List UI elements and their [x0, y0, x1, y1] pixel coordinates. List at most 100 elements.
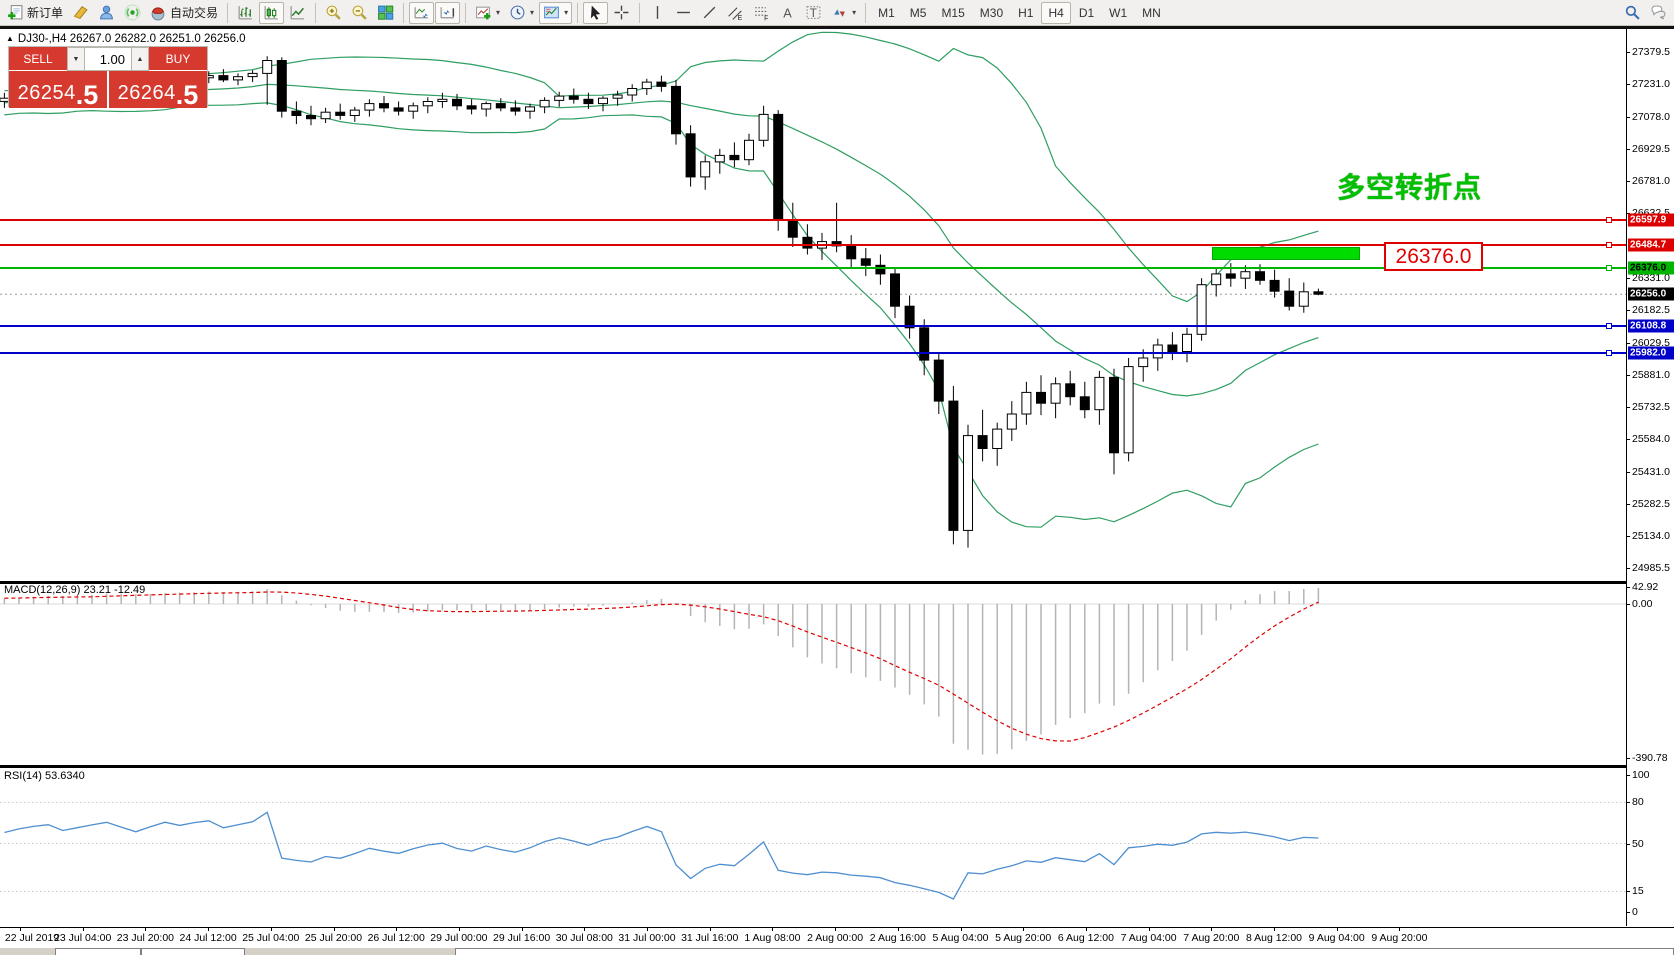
new-order-label: 新订单: [27, 6, 64, 20]
timeframe-m30[interactable]: M30: [979, 5, 1004, 20]
time-tick: [458, 928, 460, 931]
chart-shift-icon: [440, 7, 455, 19]
time-tick: [1148, 928, 1150, 931]
timeframe-m15[interactable]: M15: [941, 5, 965, 20]
panel-splitter-rsi[interactable]: [0, 765, 1674, 768]
chart-shift-button[interactable]: [435, 1, 461, 24]
macd-axis-label: 42.92: [1627, 581, 1658, 593]
volume-decrease-button[interactable]: ▼: [67, 47, 85, 71]
hline-26597.9[interactable]: [0, 217, 1626, 223]
volume-increase-button[interactable]: ▲: [131, 47, 149, 71]
time-tick: [1336, 928, 1338, 931]
timeframe-w1[interactable]: W1: [1109, 5, 1128, 20]
timeframe-h4[interactable]: H4: [1041, 1, 1071, 24]
fibonacci-button[interactable]: F: [749, 2, 774, 24]
text-label-button[interactable]: T: [801, 2, 826, 24]
crosshair-button[interactable]: [609, 2, 634, 24]
autoscroll-button[interactable]: [409, 1, 435, 24]
collapse-triangle-icon[interactable]: ▲: [6, 34, 14, 43]
toolbar-separator: [577, 2, 579, 23]
buy-price-frac: .5: [175, 80, 199, 110]
templates-button[interactable]: ▾: [539, 1, 573, 24]
rsi-axis-label: 50: [1627, 838, 1644, 850]
macd-canvas[interactable]: [0, 584, 1626, 765]
periods-button[interactable]: ▾: [505, 2, 538, 24]
rsi-axis-label: 15: [1627, 885, 1644, 897]
window-tab[interactable]: [455, 948, 1674, 955]
zoom-in-button[interactable]: [321, 2, 346, 24]
svg-text:F: F: [764, 15, 768, 21]
price-tick: 25881.0: [1627, 369, 1670, 381]
vertical-line-button[interactable]: [645, 2, 670, 24]
price-tick: 27231.0: [1627, 78, 1670, 90]
metaeditor-button[interactable]: [68, 2, 93, 24]
symbol-ohlc-line: ▲ DJ30-,H4 26267.0 26282.0 26251.0 26256.…: [6, 33, 246, 45]
community-button[interactable]: [94, 2, 119, 24]
tile-windows-button[interactable]: [373, 2, 398, 24]
turning-point-annotation[interactable]: 多空转折点: [1337, 172, 1483, 203]
timeframe-mn[interactable]: MN: [1142, 5, 1161, 20]
line-chart-button[interactable]: [285, 2, 310, 24]
zoom-out-icon: [352, 5, 367, 20]
price-tick: 24985.5: [1627, 562, 1670, 574]
candlestick-button[interactable]: [259, 1, 285, 24]
price-callout-box[interactable]: 26376.0: [1384, 242, 1483, 271]
search-button[interactable]: [1620, 2, 1645, 24]
timeframe-h1[interactable]: H1: [1018, 5, 1034, 20]
rsi-axis-label: 100: [1627, 769, 1650, 781]
sell-price[interactable]: 26254.5: [9, 71, 107, 109]
text-label-icon: T: [806, 6, 821, 20]
hline-handle[interactable]: [1606, 217, 1612, 223]
dropdown-caret: ▾: [564, 8, 569, 17]
hline-26108.8[interactable]: [0, 323, 1626, 329]
text-button[interactable]: A: [775, 2, 800, 24]
hline-handle[interactable]: [1606, 323, 1612, 329]
bar-chart-button[interactable]: [233, 2, 258, 24]
signals-button[interactable]: [120, 2, 145, 24]
trendline-icon: [703, 6, 716, 19]
macd-axis-label: -390.78: [1627, 752, 1668, 764]
buy-button[interactable]: BUY: [149, 47, 207, 71]
hline-26484.7[interactable]: [0, 242, 1626, 248]
volume-input[interactable]: 1.00: [85, 47, 131, 71]
equidistant-channel-button[interactable]: E: [723, 2, 748, 24]
sell-button[interactable]: SELL: [9, 47, 67, 71]
horizontal-line-button[interactable]: [671, 2, 696, 24]
hline-handle[interactable]: [1606, 350, 1612, 356]
chat-icon: [1651, 5, 1666, 20]
hline-25982.0[interactable]: [0, 350, 1626, 356]
chat-button[interactable]: [1646, 2, 1671, 24]
arrows-button[interactable]: ▾: [827, 2, 860, 24]
time-label: 31 Jul 16:00: [681, 932, 739, 944]
hline-handle[interactable]: [1606, 265, 1612, 271]
dropdown-caret: ▾: [496, 8, 501, 17]
toolbar-separator: [403, 2, 405, 23]
chart-background: [0, 29, 1674, 948]
resistance-zone-rect[interactable]: [1212, 247, 1360, 260]
time-label: 5 Aug 04:00: [932, 932, 989, 944]
new-order-button[interactable]: 新订单: [3, 2, 67, 24]
window-tab[interactable]: [141, 948, 245, 955]
buy-price[interactable]: 26264.5: [109, 71, 207, 110]
price-tick: 26781.0: [1627, 175, 1670, 187]
autotrading-button[interactable]: 自动交易: [146, 2, 222, 24]
text-icon: A: [783, 5, 792, 20]
macd-axis-label: 0.00: [1627, 598, 1652, 610]
timeframe-m5[interactable]: M5: [909, 5, 927, 20]
timeframe-d1[interactable]: D1: [1078, 5, 1095, 20]
hline-26376.0[interactable]: [0, 265, 1626, 271]
zoom-out-button[interactable]: [347, 2, 372, 24]
panel-splitter-macd[interactable]: [0, 581, 1674, 584]
window-tab[interactable]: [55, 948, 141, 955]
rsi-canvas[interactable]: [0, 768, 1626, 927]
hline-handle[interactable]: [1606, 242, 1612, 248]
trendline-button[interactable]: [697, 2, 722, 24]
indicators-button[interactable]: ▾: [471, 2, 504, 24]
timeframe-m1[interactable]: M1: [878, 5, 895, 20]
metaeditor-icon: [73, 5, 88, 19]
one-click-trade-panel: SELL ▼ 1.00 ▲ BUY 26254.5 26264.5: [8, 46, 208, 110]
time-label: 2 Aug 00:00: [807, 932, 864, 944]
cursor-button[interactable]: [583, 1, 609, 24]
main-chart-canvas[interactable]: [0, 28, 1626, 581]
time-tick: [897, 928, 899, 931]
